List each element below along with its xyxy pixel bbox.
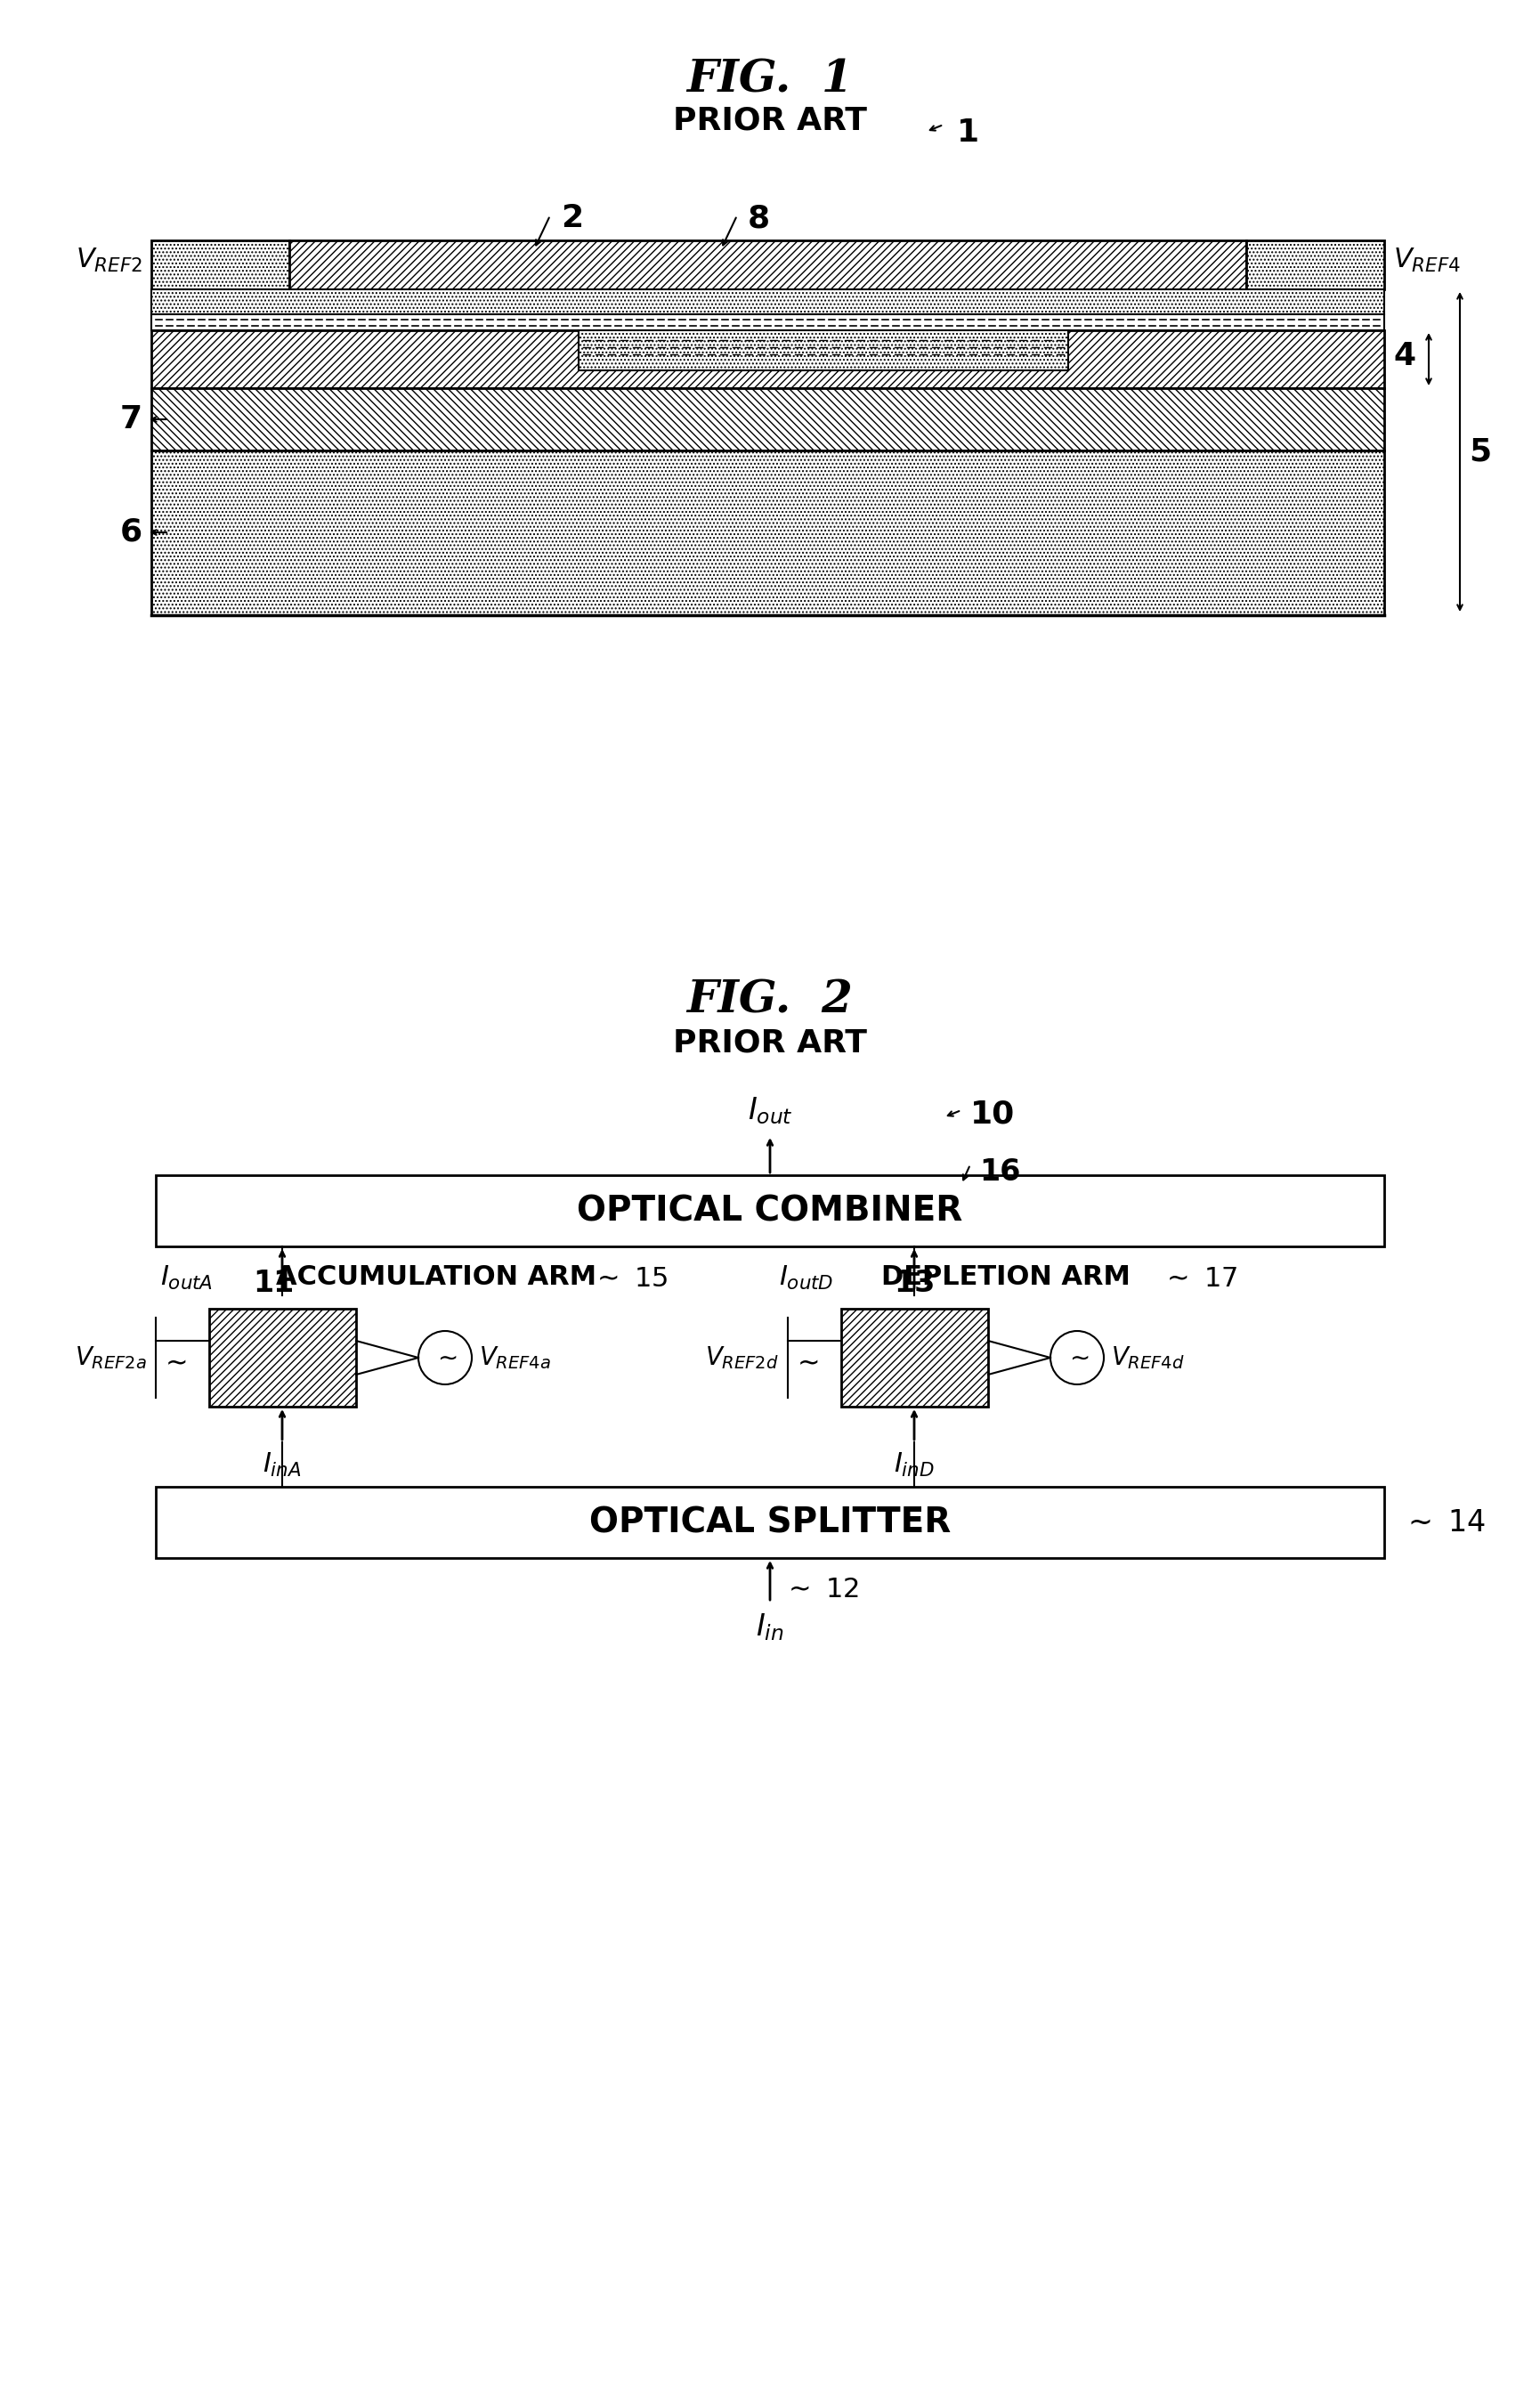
Bar — [209, 1309, 356, 1408]
Text: $\sim$ 15: $\sim$ 15 — [591, 1266, 668, 1292]
Text: $\sim$: $\sim$ — [160, 1350, 186, 1374]
Text: $\sim$: $\sim$ — [1064, 1345, 1089, 1369]
Text: $V_{REF4}$: $V_{REF4}$ — [1394, 245, 1461, 274]
Text: FIG.  2: FIG. 2 — [687, 980, 853, 1023]
Text: OPTICAL COMBINER: OPTICAL COMBINER — [578, 1194, 962, 1227]
Bar — [579, 331, 1069, 370]
Text: 2: 2 — [561, 204, 584, 233]
Text: $I_{in}$: $I_{in}$ — [756, 1612, 784, 1643]
Text: $I_{outA}$: $I_{outA}$ — [160, 1263, 213, 1292]
Text: $V_{REF2}$: $V_{REF2}$ — [75, 245, 142, 274]
Bar — [151, 240, 290, 288]
Bar — [151, 389, 1384, 452]
Bar — [841, 1309, 989, 1408]
Text: OPTICAL SPLITTER: OPTICAL SPLITTER — [590, 1506, 950, 1540]
Bar — [151, 288, 1384, 315]
Bar — [151, 452, 1384, 615]
Text: $\sim$: $\sim$ — [433, 1345, 457, 1369]
Text: $\sim$: $\sim$ — [792, 1350, 819, 1374]
Text: 13: 13 — [893, 1268, 935, 1297]
Text: $I_{inA}$: $I_{inA}$ — [263, 1451, 302, 1480]
Text: $V_{REF4a}$: $V_{REF4a}$ — [479, 1345, 551, 1372]
Text: $V_{REF2a}$: $V_{REF2a}$ — [75, 1345, 146, 1372]
Bar — [151, 331, 1384, 389]
Text: $V_{REF2d}$: $V_{REF2d}$ — [705, 1345, 779, 1372]
Text: 1: 1 — [956, 118, 979, 149]
Text: 7: 7 — [120, 404, 142, 435]
Bar — [290, 240, 1246, 288]
Text: 6: 6 — [120, 516, 142, 548]
Text: 11: 11 — [253, 1268, 294, 1297]
Bar — [1246, 240, 1384, 288]
Bar — [151, 315, 1384, 331]
Text: PRIOR ART: PRIOR ART — [673, 1028, 867, 1059]
Text: $\sim$ 12: $\sim$ 12 — [784, 1576, 859, 1602]
Text: $\sim$ 14: $\sim$ 14 — [1401, 1508, 1486, 1537]
Text: 16: 16 — [979, 1158, 1021, 1187]
Text: 8: 8 — [748, 204, 770, 233]
Text: 4: 4 — [1394, 341, 1415, 372]
Bar — [156, 1175, 1384, 1247]
Text: 5: 5 — [1469, 437, 1491, 466]
Bar — [156, 1487, 1384, 1559]
Text: $I_{outD}$: $I_{outD}$ — [779, 1263, 833, 1292]
Text: ACCUMULATION ARM: ACCUMULATION ARM — [276, 1263, 596, 1290]
Text: 10: 10 — [970, 1100, 1015, 1129]
Text: $I_{inD}$: $I_{inD}$ — [893, 1451, 935, 1480]
Text: $V_{REF4d}$: $V_{REF4d}$ — [1110, 1345, 1184, 1372]
Text: $I_{out}$: $I_{out}$ — [747, 1095, 793, 1127]
Text: $\sim$ 17: $\sim$ 17 — [1161, 1266, 1238, 1292]
Text: FIG.  1: FIG. 1 — [687, 58, 853, 101]
Text: PRIOR ART: PRIOR ART — [673, 106, 867, 135]
Text: DEPLETION ARM: DEPLETION ARM — [881, 1263, 1130, 1290]
